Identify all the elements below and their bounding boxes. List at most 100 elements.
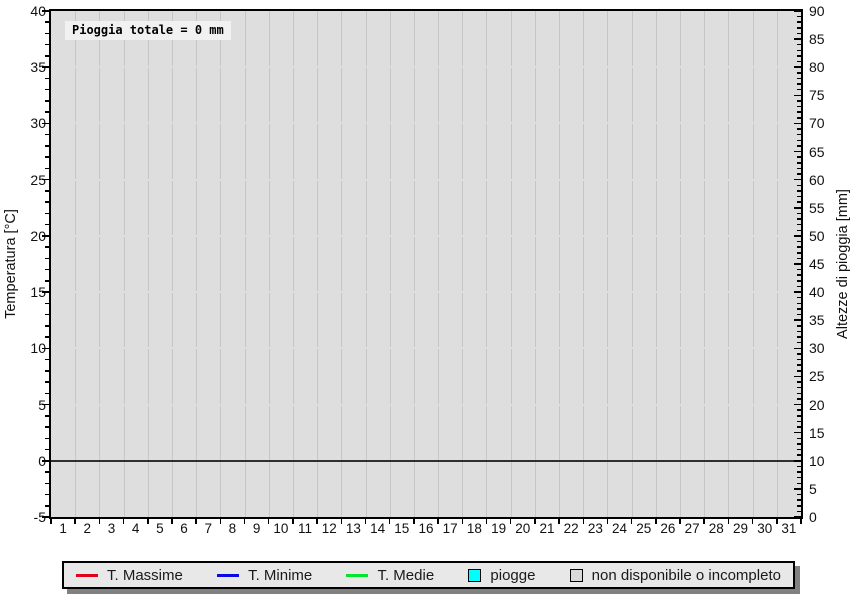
x-axis-tick — [509, 519, 512, 524]
right-axis-tick — [794, 263, 801, 265]
left-axis-tick — [45, 212, 49, 215]
vertical-gridline — [365, 11, 367, 517]
x-axis-tick-label: 15 — [394, 521, 410, 536]
right-axis-tick — [797, 229, 801, 232]
right-axis-tick — [797, 398, 801, 400]
left-axis-tick — [42, 10, 49, 12]
x-axis-tick-label: 14 — [370, 521, 386, 536]
left-axis-tick — [42, 347, 49, 350]
right-axis-tick-label: 90 — [809, 3, 825, 19]
left-axis-tick — [45, 190, 49, 192]
right-axis-tick — [797, 358, 801, 361]
right-axis-tick — [797, 223, 801, 226]
right-axis-tick-label: 55 — [809, 199, 825, 216]
x-axis-tick — [655, 519, 657, 524]
left-axis-tick-label: -5 — [33, 509, 46, 525]
t-medie-swatch — [346, 573, 369, 577]
right-axis-tick — [794, 291, 801, 293]
right-axis-tick-label: 65 — [809, 143, 825, 160]
right-axis-tick — [797, 325, 801, 327]
x-axis-tick-label: 23 — [587, 521, 603, 536]
x-axis-tick-label: 20 — [515, 521, 531, 536]
legend-item-t-medie: T. Medie — [346, 567, 434, 584]
x-axis-tick — [630, 519, 633, 524]
left-axis-tick — [45, 77, 49, 80]
x-axis-tick-label: 11 — [298, 521, 313, 536]
right-axis-tick — [797, 392, 801, 395]
left-axis-tick — [45, 482, 49, 485]
x-axis-tick — [98, 519, 101, 524]
x-axis-tick — [388, 519, 391, 524]
left-axis-tick-label: 40 — [30, 3, 46, 19]
right-axis-tick-label: 35 — [809, 312, 825, 329]
vertical-gridline — [123, 11, 125, 517]
left-axis-tick — [45, 133, 49, 136]
right-axis-tick — [797, 60, 801, 63]
left-axis-tick — [42, 403, 49, 406]
legend-item-piogge: piogge — [468, 567, 535, 584]
right-axis-tick — [797, 246, 801, 248]
right-axis-tick — [794, 178, 801, 181]
right-axis-tick — [794, 347, 801, 350]
right-axis-tick — [797, 268, 801, 271]
left-axis-title: Temperatura [°C] — [3, 209, 19, 319]
left-axis-tick — [45, 302, 49, 305]
vertical-gridline — [268, 11, 270, 517]
x-axis-tick-label: 3 — [107, 521, 116, 536]
right-axis-tick — [794, 431, 801, 434]
x-axis-tick — [727, 519, 730, 524]
left-axis-tick — [45, 325, 49, 327]
vertical-gridline — [196, 11, 198, 517]
right-axis-tick-label: 70 — [809, 115, 825, 132]
x-axis-tick-label: 22 — [563, 521, 579, 536]
right-axis-tick — [797, 426, 801, 428]
right-axis-tick-label: 30 — [809, 340, 825, 357]
left-axis-tick — [45, 336, 49, 338]
right-axis-tick — [797, 190, 801, 192]
left-axis-tick — [45, 392, 49, 395]
x-axis-tick-label: 9 — [252, 521, 261, 536]
left-axis-tick — [42, 291, 49, 293]
vertical-gridline — [486, 11, 488, 517]
legend-label-t-minime: T. Minime — [248, 566, 313, 584]
x-axis-tick — [243, 519, 246, 524]
rain-total-annotation: Pioggia totale = 0 mm — [65, 21, 231, 40]
right-axis-tick — [797, 184, 801, 187]
right-axis-tick — [797, 240, 801, 243]
t-massime-swatch — [76, 573, 98, 577]
left-axis-tick — [45, 415, 49, 417]
left-axis-tick — [45, 88, 49, 91]
vertical-gridline — [559, 11, 561, 517]
x-axis-tick-label: 29 — [733, 521, 749, 536]
right-axis-tick — [794, 375, 801, 378]
right-axis-tick — [797, 21, 801, 23]
left-axis-tick-label: 15 — [30, 284, 46, 301]
x-axis-tick-label: 30 — [757, 521, 773, 536]
right-axis-tick — [797, 27, 801, 29]
right-axis-tick — [797, 88, 801, 91]
left-axis-tick — [45, 21, 49, 23]
horizontal-gridline — [51, 122, 801, 125]
legend-item-t-massime: T. Massime — [76, 567, 183, 584]
right-axis-tick — [797, 83, 801, 85]
right-axis-tick — [797, 280, 801, 282]
right-axis-tick — [797, 173, 801, 175]
right-axis-tick — [797, 156, 801, 158]
x-axis-tick — [413, 519, 415, 524]
left-axis-tick — [45, 313, 49, 316]
right-axis-tick-label: 50 — [809, 227, 825, 244]
x-axis-tick-label: 17 — [442, 521, 458, 536]
vertical-gridline — [292, 11, 294, 517]
legend-label-t-medie: T. Medie — [377, 566, 435, 584]
vertical-gridline — [704, 11, 706, 517]
right-axis-tick — [797, 195, 801, 198]
x-axis-tick — [50, 519, 52, 524]
right-axis-tick — [794, 403, 801, 406]
left-axis-tick — [45, 448, 49, 451]
right-axis-tick — [797, 437, 801, 440]
vertical-gridline — [655, 11, 657, 517]
right-axis-tick — [797, 117, 801, 119]
vertical-gridline — [462, 11, 464, 517]
right-axis-tick — [797, 330, 801, 333]
left-axis-tick — [45, 100, 49, 102]
